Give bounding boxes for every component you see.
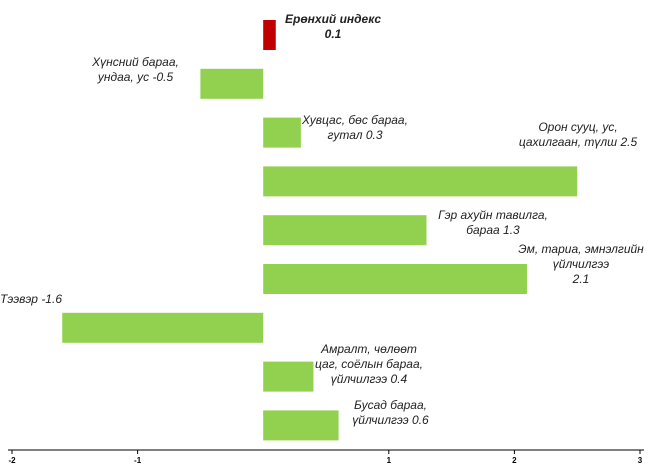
bar (263, 166, 578, 197)
bar-label: Гэр ахуйн тавилга, бараа 1.3 (428, 208, 558, 238)
value-label: 0.1 (324, 27, 342, 41)
category-label: Амралт, чөлөөт цаг, соёлын бараа, үйлчил… (315, 342, 423, 386)
x-tick-label: 2 (512, 456, 517, 465)
category-label: Хүнсний бараа, ундаа, ус (92, 55, 179, 84)
value-label: 0.6 (412, 413, 429, 427)
bar-label: Эм, тариа, эмнэлгийн үйлчилгээ 2.1 (515, 242, 647, 287)
category-label: Ерөнхий индекс (284, 12, 381, 26)
x-tick-label: -2 (8, 456, 16, 465)
value-label: -0.5 (152, 70, 174, 84)
bar-label: Тээвэр -1.6 (0, 292, 120, 307)
bar (263, 361, 314, 392)
value-label: 0.4 (390, 372, 408, 386)
bar (62, 312, 264, 343)
category-label: Хувцас, бөс бараа, гутал (302, 113, 408, 142)
bar (263, 215, 427, 246)
bar (263, 117, 301, 148)
category-label: Бусад бараа, үйлчилгээ (352, 398, 427, 427)
bar-label: Бусад бараа, үйлчилгээ 0.6 (338, 398, 443, 428)
bar-label: Хувцас, бөс бараа, гутал 0.3 (296, 113, 414, 143)
x-tick-label: 1 (387, 456, 392, 465)
category-label: Тээвэр (0, 292, 38, 306)
bar (200, 68, 264, 99)
value-label: 2.1 (572, 272, 590, 286)
bar (263, 410, 339, 441)
category-label: Эм, тариа, эмнэлгийн үйлчилгээ (518, 242, 644, 271)
value-label: 0.3 (365, 128, 383, 142)
bar-label: Ерөнхий индекс 0.1 (283, 12, 383, 42)
bar (263, 264, 527, 294)
value-label: -1.6 (41, 292, 62, 306)
value-label: 2.5 (620, 135, 638, 149)
bar-label: Хүнсний бараа, ундаа, ус -0.5 (78, 55, 193, 85)
x-tick-label: -1 (134, 456, 142, 465)
category-label: Гэр ахуйн тавилга, бараа (438, 208, 548, 237)
category-label: Орон сууц, ус, цахилгаан, түлш (518, 120, 618, 149)
value-label: 1.3 (503, 223, 520, 237)
bar (263, 20, 276, 50)
bar-label: Орон сууц, ус, цахилгаан, түлш 2.5 (508, 120, 648, 150)
bar-label: Амралт, чөлөөт цаг, соёлын бараа, үйлчил… (315, 342, 423, 387)
x-tick-label: 3 (638, 456, 643, 465)
